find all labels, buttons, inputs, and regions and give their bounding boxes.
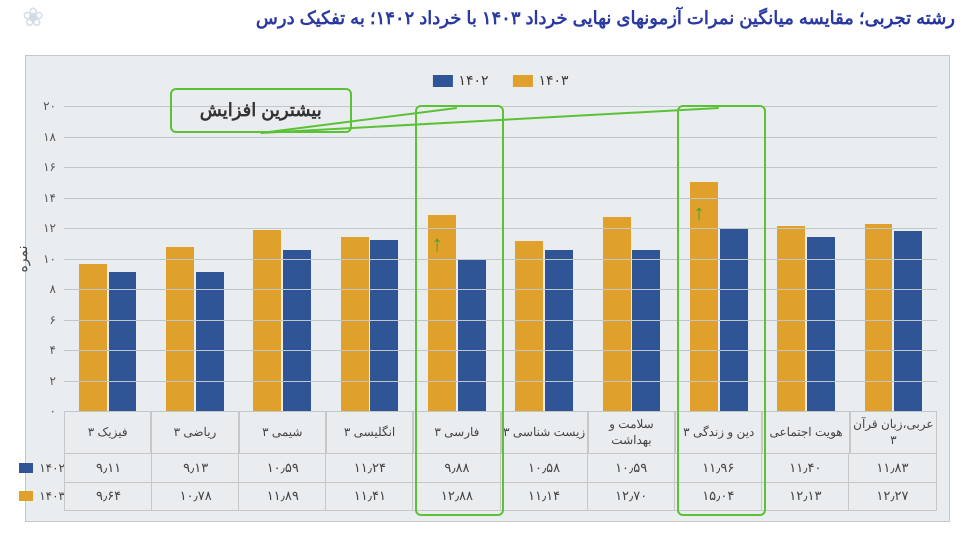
grid-line bbox=[64, 228, 937, 229]
grid-line bbox=[64, 289, 937, 290]
chart-container: ۱۴۰۲ ۱۴۰۳ نمره عربی،زبان قرآن ۳هویت اجتم… bbox=[25, 55, 950, 522]
x-category: فارسی ۳ bbox=[413, 411, 500, 454]
x-category: عربی،زبان قرآن ۳ bbox=[850, 411, 937, 454]
table-cell: ۱۱٫۴۱ bbox=[325, 482, 413, 510]
x-category: ریاضی ۳ bbox=[151, 411, 238, 454]
table-cell: ۹٫۸۸ bbox=[412, 454, 500, 482]
bar bbox=[690, 182, 718, 411]
y-tick: ۲۰ bbox=[43, 99, 56, 113]
title-rest: مقایسه میانگین نمرات آزمونهای نهایی خردا… bbox=[256, 8, 854, 28]
y-tick: ۲ bbox=[50, 374, 56, 388]
y-tick: ۱۴ bbox=[43, 191, 56, 205]
data-table: ۱۴۰۲ ۱۱٫۸۳۱۱٫۴۰۱۱٫۹۶۱۰٫۵۹۱۰٫۵۸۹٫۸۸۱۱٫۲۴۱… bbox=[64, 453, 937, 511]
table-cell: ۱۱٫۴۰ bbox=[761, 454, 849, 482]
x-category: انگلیسی ۳ bbox=[326, 411, 413, 454]
x-category: دین و زندگی ۳ bbox=[675, 411, 762, 454]
bar bbox=[545, 250, 573, 411]
y-tick: ۴ bbox=[50, 343, 56, 357]
row-head-label: ۱۴۰۲ bbox=[39, 461, 65, 475]
table-cell: ۱۱٫۲۴ bbox=[325, 454, 413, 482]
table-row: ۱۴۰۲ ۱۱٫۸۳۱۱٫۴۰۱۱٫۹۶۱۰٫۵۹۱۰٫۵۸۹٫۸۸۱۱٫۲۴۱… bbox=[65, 454, 936, 483]
y-tick: ۱۲ bbox=[43, 221, 56, 235]
bar bbox=[109, 272, 137, 411]
grid-line bbox=[64, 106, 937, 107]
x-category: فیزیک ۳ bbox=[64, 411, 151, 454]
table-cell: ۱۰٫۷۸ bbox=[151, 482, 239, 510]
row-swatch bbox=[19, 491, 33, 501]
grid-line bbox=[64, 259, 937, 260]
row-swatch bbox=[19, 463, 33, 473]
table-cell: ۱۲٫۷۰ bbox=[587, 482, 675, 510]
x-category: هویت اجتماعی bbox=[762, 411, 849, 454]
bar bbox=[370, 240, 398, 411]
y-tick: ۶ bbox=[50, 313, 56, 327]
grid-line bbox=[64, 198, 937, 199]
table-cell: ۱۰٫۵۹ bbox=[238, 454, 326, 482]
page: ❀ رشته تجربی؛ مقایسه میانگین نمرات آزمون… bbox=[0, 0, 975, 537]
table-cell: ۱۲٫۲۷ bbox=[848, 482, 936, 510]
bar bbox=[196, 272, 224, 411]
x-category: سلامت و بهداشت bbox=[588, 411, 675, 454]
plot-inner: ۱۴۰۲ ۱۴۰۳ نمره عربی،زبان قرآن ۳هویت اجتم… bbox=[64, 66, 937, 411]
grid-line bbox=[64, 167, 937, 168]
grid-line bbox=[64, 320, 937, 321]
y-tick: ۱۶ bbox=[43, 160, 56, 174]
bar bbox=[166, 247, 194, 411]
bar bbox=[341, 237, 369, 411]
grid-line bbox=[64, 137, 937, 138]
table-row: ۱۴۰۳ ۱۲٫۲۷۱۲٫۱۳۱۵٫۰۴۱۲٫۷۰۱۱٫۱۴۱۲٫۸۸۱۱٫۴۱… bbox=[65, 482, 936, 510]
bar bbox=[458, 260, 486, 411]
x-category: شیمی ۳ bbox=[239, 411, 326, 454]
bar bbox=[428, 215, 456, 411]
bar bbox=[807, 237, 835, 411]
legend-label: ۱۴۰۳ bbox=[539, 72, 569, 89]
table-cell: ۱۲٫۱۳ bbox=[761, 482, 849, 510]
legend-item: ۱۴۰۲ bbox=[432, 72, 488, 89]
legend-label: ۱۴۰۲ bbox=[458, 72, 488, 89]
table-cell: ۱۱٫۸۳ bbox=[848, 454, 936, 482]
row-head: ۱۴۰۳ bbox=[0, 482, 65, 510]
bar bbox=[515, 241, 543, 411]
table-cell: ۱۲٫۸۸ bbox=[412, 482, 500, 510]
grid-line bbox=[64, 350, 937, 351]
grid-line bbox=[64, 411, 937, 412]
y-tick: ۸ bbox=[50, 282, 56, 296]
table-cell: ۱۰٫۵۹ bbox=[587, 454, 675, 482]
plot-area: نمره عربی،زبان قرآن ۳هویت اجتماعیدین و ز… bbox=[64, 106, 937, 411]
table-cell: ۱۱٫۸۹ bbox=[238, 482, 326, 510]
legend-swatch bbox=[432, 75, 452, 87]
table-cell: ۹٫۱۱ bbox=[64, 454, 152, 482]
table-cell: ۹٫۶۴ bbox=[64, 482, 152, 510]
page-title: رشته تجربی؛ مقایسه میانگین نمرات آزمونها… bbox=[20, 8, 955, 29]
legend-item: ۱۴۰۳ bbox=[513, 72, 569, 89]
grid-line bbox=[64, 381, 937, 382]
y-tick: ۱۰ bbox=[43, 252, 56, 266]
bar bbox=[603, 217, 631, 411]
legend: ۱۴۰۲ ۱۴۰۳ bbox=[432, 72, 568, 89]
row-head-label: ۱۴۰۳ bbox=[39, 489, 65, 503]
row-head: ۱۴۰۲ bbox=[0, 454, 65, 482]
bar bbox=[79, 264, 107, 411]
table-cell: ۹٫۱۳ bbox=[151, 454, 239, 482]
table-cell: ۱۱٫۹۶ bbox=[674, 454, 762, 482]
table-cell: ۱۱٫۱۴ bbox=[500, 482, 588, 510]
table-cell: ۱۵٫۰۴ bbox=[674, 482, 762, 510]
y-axis-label: نمره bbox=[14, 245, 31, 272]
table-cell: ۱۰٫۵۸ bbox=[500, 454, 588, 482]
title-prefix: رشته تجربی؛ bbox=[859, 8, 955, 28]
bar bbox=[632, 250, 660, 411]
bar bbox=[865, 224, 893, 411]
y-tick: ۰ bbox=[50, 404, 56, 418]
bar bbox=[283, 250, 311, 411]
y-tick: ۱۸ bbox=[43, 130, 56, 144]
x-category: زیست شناسی ۳ bbox=[501, 411, 588, 454]
legend-swatch bbox=[513, 75, 533, 87]
